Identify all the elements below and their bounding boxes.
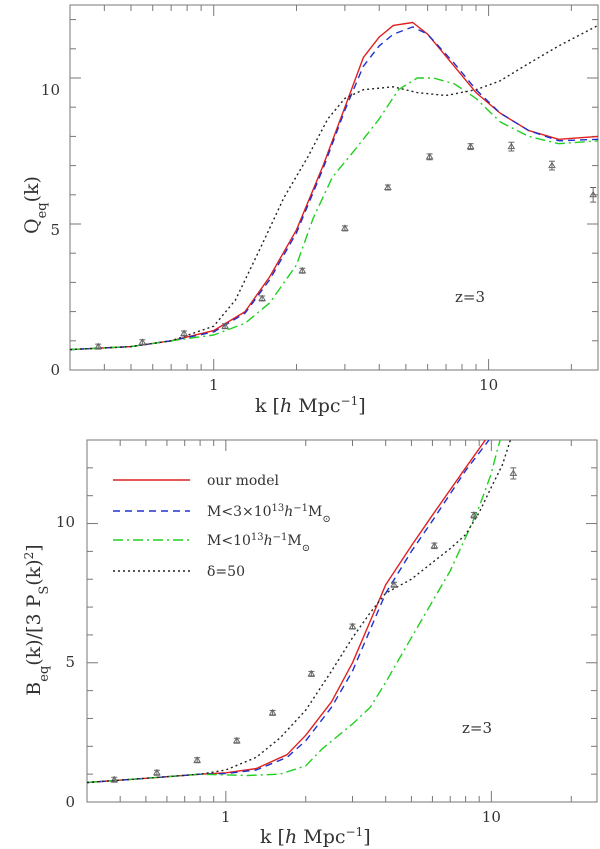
curves-bottom (87, 440, 512, 784)
series-line-1 (87, 440, 490, 784)
data-point (258, 294, 267, 301)
ytick-10-bottom: 10 (56, 513, 75, 531)
data-point (180, 329, 188, 336)
series-line-0 (87, 440, 486, 784)
xlabel-top: k [h Mpc−1] (255, 394, 366, 417)
curves-top (70, 21, 598, 351)
data-point (232, 736, 241, 744)
data-point (507, 142, 516, 150)
data-point (221, 322, 229, 329)
redshift-label-bottom: z=3 (462, 719, 492, 737)
tick-marks-bottom (86, 439, 597, 803)
legend-label-our-model: our model (207, 473, 280, 489)
data-point (383, 183, 392, 190)
series-line-2 (87, 440, 501, 784)
ytick-5-top: 5 (50, 221, 60, 239)
data-points-bottom (110, 467, 518, 783)
data-point (425, 152, 434, 160)
ytick-0-bottom: 0 (65, 793, 75, 811)
tick-marks-top (69, 5, 598, 371)
data-points-top (94, 141, 598, 350)
data-point (340, 224, 349, 231)
data-point (110, 775, 119, 783)
series-line-1 (70, 26, 598, 351)
plot-frame-bottom (86, 439, 598, 803)
panel-top: 0 5 10 1 10 z=3 k [h Mpc−1] Qeq(k) (21, 4, 599, 417)
ytick-5-bottom: 5 (65, 653, 75, 671)
data-point (390, 580, 398, 588)
ytick-0-top: 0 (50, 361, 60, 379)
data-point (470, 511, 478, 518)
legend-label-delta50: δ=50 (207, 564, 245, 580)
xtick-10-bottom: 10 (482, 808, 501, 826)
data-point (430, 541, 439, 549)
xtick-10-top: 10 (479, 376, 498, 394)
xlabel-bottom: k [h Mpc−1] (260, 825, 371, 848)
series-line-2 (70, 77, 598, 351)
plot-frame-top (69, 4, 599, 371)
data-point (348, 622, 357, 630)
legend: our model M<3×1013h−1M⊙ M<1013h−1M⊙ δ=50 (113, 473, 331, 580)
legend-label-m3e13: M<3×1013h−1M⊙ (207, 503, 331, 525)
data-point (268, 708, 277, 716)
data-point (298, 266, 307, 274)
data-point (466, 142, 475, 150)
series-line-0 (70, 21, 598, 351)
legend-label-m1e13: M<1013h−1M⊙ (207, 532, 310, 554)
ylabel-top: Qeq(k) (21, 176, 50, 234)
data-point (589, 190, 598, 198)
redshift-label-top: z=3 (455, 288, 485, 306)
data-point (509, 469, 518, 476)
data-point (193, 756, 202, 763)
data-point (153, 768, 161, 776)
ylabel-bottom: Beq(k)/[3 PS(k)2] (22, 544, 52, 695)
series-line-3 (70, 24, 598, 351)
data-point (94, 342, 103, 350)
xtick-1-bottom: 1 (221, 808, 231, 826)
data-point (138, 338, 147, 345)
series-line-3 (87, 440, 512, 784)
ytick-10-top: 10 (41, 81, 60, 99)
data-point (307, 669, 316, 677)
panel-bottom: 0 5 10 1 10 z=3 k [h Mpc−1] Beq(k)/[3 PS… (22, 439, 598, 848)
xtick-1-top: 1 (209, 376, 219, 394)
data-point (548, 161, 556, 169)
